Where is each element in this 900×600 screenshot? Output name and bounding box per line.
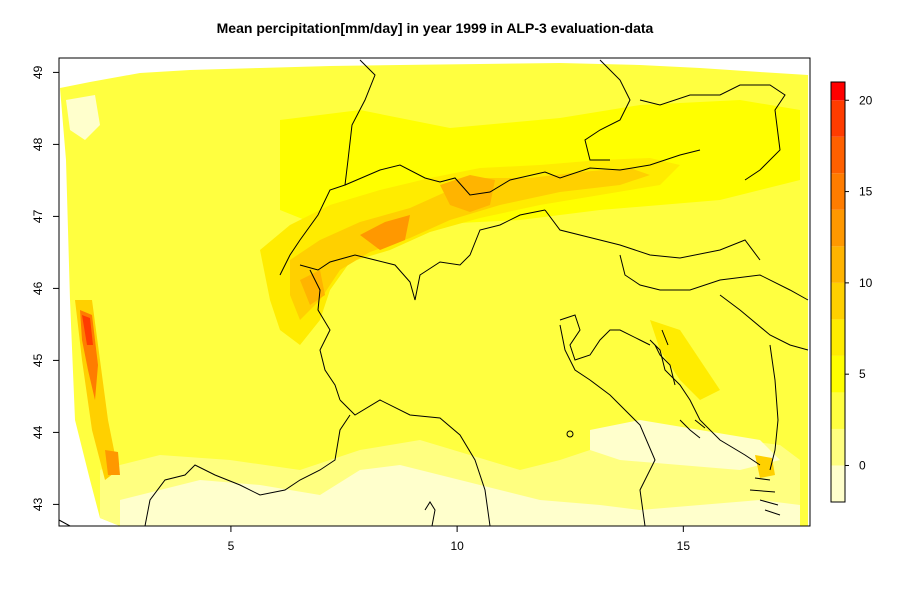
legend-bin <box>831 282 845 320</box>
legend-bin <box>831 82 845 101</box>
field-east-coast <box>755 455 775 478</box>
coast-sw-corner <box>59 519 71 526</box>
borders <box>59 59 809 526</box>
legend-bin <box>831 136 845 174</box>
map-field <box>59 59 809 526</box>
plot-frame <box>58 57 811 527</box>
border-de-ch-at <box>344 149 701 196</box>
coast-istria <box>654 329 676 386</box>
coast-ligurian <box>339 399 491 526</box>
legend-tick-label: 10 <box>859 276 873 290</box>
field-pyrenees-wet <box>105 450 120 475</box>
legend-bin <box>831 209 845 247</box>
plot-title: Mean percipitation[mm/day] in year 1999 … <box>216 20 654 36</box>
coast-dalmatian-islands <box>679 419 781 516</box>
border-fr-it <box>309 269 341 401</box>
x-axis: 5 10 15 <box>228 526 691 553</box>
legend-bin <box>831 246 845 283</box>
field-atlantic-peak <box>82 315 93 345</box>
legend-bin <box>831 355 845 393</box>
border-it-at-si <box>544 209 761 261</box>
y-tick-label: 45 <box>31 353 45 367</box>
coast-adriatic-west <box>559 314 651 361</box>
field-south-verydry <box>120 465 800 526</box>
field-atlantic-wetter <box>80 310 98 400</box>
legend-bin <box>831 100 845 137</box>
y-axis: 43 44 45 46 47 48 49 <box>31 65 59 511</box>
y-tick-label: 48 <box>31 137 45 151</box>
field-alpine-ridge <box>260 158 680 345</box>
border-cz-at-sk <box>639 84 786 181</box>
legend-tick-label: 20 <box>859 93 873 107</box>
field-alpine-peaks <box>440 175 495 212</box>
border-si-hr <box>619 254 809 301</box>
field-alpine-peaks-2 <box>360 215 410 250</box>
y-tick-label: 47 <box>31 209 45 223</box>
color-legend: 20 15 10 5 0 <box>830 81 873 503</box>
legend-bin <box>831 465 845 502</box>
island-elba <box>566 430 574 438</box>
x-tick-label: 15 <box>677 539 691 553</box>
legend-bin <box>831 392 845 429</box>
y-tick-label: 46 <box>31 281 45 295</box>
y-tick-label: 43 <box>31 497 45 511</box>
border-hr-ba <box>719 294 809 351</box>
legend-tick-label: 0 <box>859 458 866 472</box>
legend-tick-label: 5 <box>859 367 866 381</box>
legend-tick-label: 15 <box>859 185 873 199</box>
field-dinaric <box>650 320 720 400</box>
field-nw-dry <box>66 95 100 140</box>
border-ch-it <box>299 209 546 301</box>
legend-bin <box>831 319 845 356</box>
legend-bin <box>831 428 845 466</box>
x-tick-label: 10 <box>450 539 464 553</box>
legend-bin <box>831 173 845 210</box>
field-adriatic-dry <box>590 420 780 470</box>
y-tick-label: 44 <box>31 425 45 439</box>
field-alpine-peaks-3 <box>300 270 325 305</box>
border-de-cz <box>584 59 631 161</box>
border-ba-me <box>769 344 779 471</box>
coast-gulf-lion <box>144 414 351 526</box>
coast-corsica <box>424 501 436 526</box>
legend-frame <box>830 81 846 503</box>
coast-italy <box>559 324 656 526</box>
y-tick-label: 49 <box>31 65 45 79</box>
x-tick-label: 5 <box>228 539 235 553</box>
